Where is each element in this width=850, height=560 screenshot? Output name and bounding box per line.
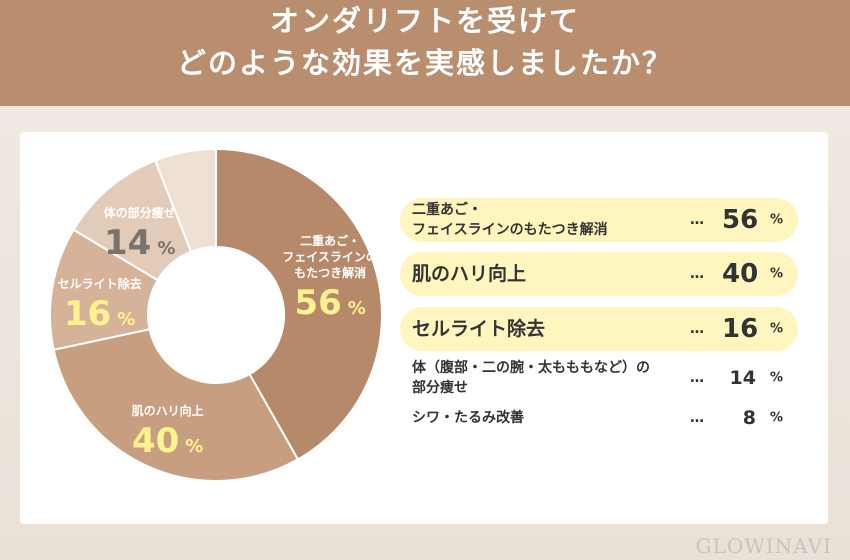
leader: …	[690, 370, 704, 386]
leader: …	[690, 266, 704, 282]
title-line: どのような効果を実感しましたか？	[176, 46, 673, 80]
list-label: 肌のハリ向上	[412, 263, 527, 285]
slice-value: 16%	[64, 294, 135, 334]
list-row: シワ・たるみ改善 … 8%	[400, 400, 798, 436]
list-row: 体（腹部・二の腕・太もももなど）の 部分痩せ … 14%	[400, 360, 798, 396]
list-label: 二重あご・ フェイスラインのもたつき解消	[412, 202, 608, 238]
slice-label: 体の部分痩せ	[103, 206, 176, 220]
list-value: 14	[729, 367, 756, 389]
brand: GLOWINAVI	[695, 534, 832, 558]
list-value: 8	[742, 407, 756, 429]
value-label: 40	[131, 420, 180, 461]
header: オンダリフトを受けて どのような効果を実感しましたか？	[0, 0, 850, 106]
list-value: 56	[722, 205, 759, 235]
slice-value: 40%	[132, 421, 203, 461]
list-label: 体（腹部・二の腕・太もももなど）の 部分痩せ	[412, 360, 650, 396]
donut-slice	[153, 147, 217, 254]
title-line: オンダリフトを受けて	[269, 4, 580, 38]
slice-value: 56%	[294, 283, 365, 323]
unit: %	[347, 297, 366, 319]
value-label: 16	[63, 293, 112, 334]
unit: %	[117, 308, 136, 330]
value-label: 56	[294, 282, 342, 323]
list-label: セルライト除去	[412, 318, 546, 340]
list-value: 16	[722, 314, 759, 344]
leader: …	[690, 212, 704, 228]
list-row: 二重あご・ フェイスラインのもたつき解消 … 56%	[400, 198, 798, 242]
donut-slice	[215, 147, 383, 461]
value-label: 14	[103, 223, 152, 263]
list-unit: %	[770, 370, 784, 386]
list-row: セルライト除去 … 16%	[400, 307, 798, 351]
list-unit: %	[770, 321, 784, 337]
leader: …	[690, 321, 704, 337]
unit: %	[185, 435, 204, 457]
list-label: シワ・たるみ改善	[412, 410, 524, 426]
slice-label: セルライト除去	[57, 276, 142, 291]
leader: …	[690, 410, 704, 426]
list-value: 40	[722, 259, 759, 289]
slice-label: 肌のハリ向上	[131, 403, 204, 418]
slice-label: 二重あご・ フェイスラインの もたつき解消	[282, 233, 378, 280]
slice-value: 14%	[104, 223, 175, 263]
list-row: 肌のハリ向上 … 40%	[400, 252, 798, 296]
donut-slice	[52, 328, 300, 482]
list-unit: %	[770, 212, 784, 228]
list-unit: %	[770, 266, 784, 282]
list-unit: %	[770, 410, 784, 426]
unit: %	[157, 238, 176, 259]
